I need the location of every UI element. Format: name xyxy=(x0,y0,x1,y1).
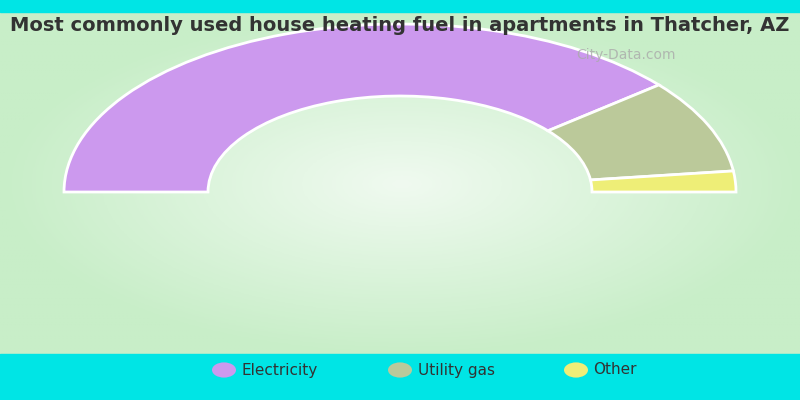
Ellipse shape xyxy=(212,362,236,378)
Bar xyxy=(0,0,800,12)
Text: City-Data.com: City-Data.com xyxy=(576,48,675,62)
Wedge shape xyxy=(64,24,659,192)
Text: Electricity: Electricity xyxy=(242,362,318,378)
Wedge shape xyxy=(548,85,734,180)
Ellipse shape xyxy=(564,362,588,378)
Text: Other: Other xyxy=(594,362,637,378)
Text: Utility gas: Utility gas xyxy=(418,362,494,378)
Bar xyxy=(0,354,800,400)
Ellipse shape xyxy=(388,362,412,378)
Wedge shape xyxy=(590,171,736,192)
Text: Most commonly used house heating fuel in apartments in Thatcher, AZ: Most commonly used house heating fuel in… xyxy=(10,16,790,35)
